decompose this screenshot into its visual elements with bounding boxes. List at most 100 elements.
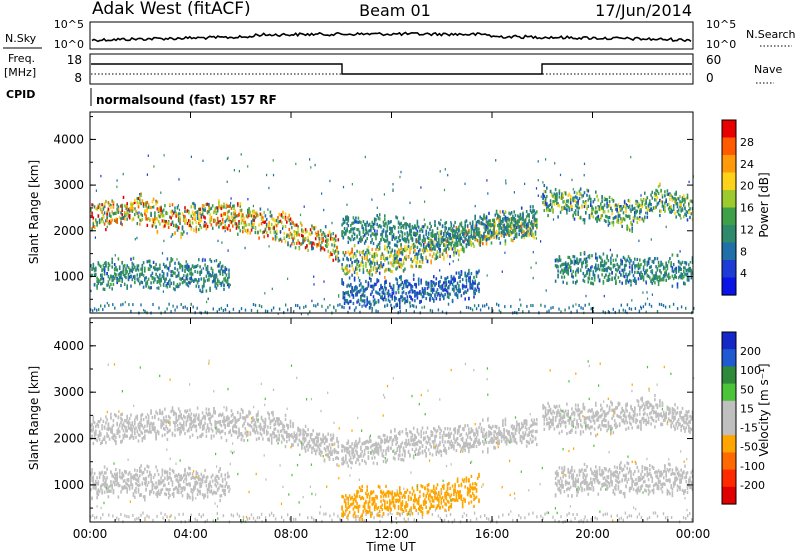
cell <box>576 309 578 313</box>
cell <box>228 310 231 314</box>
cell <box>611 221 613 225</box>
cell <box>436 288 439 292</box>
cell <box>110 221 112 225</box>
cell <box>645 310 647 313</box>
cell <box>174 271 176 275</box>
cell <box>655 274 657 278</box>
cell <box>206 271 209 275</box>
cell <box>615 268 617 272</box>
cell <box>319 244 322 248</box>
cell <box>112 278 115 282</box>
cell <box>453 277 455 281</box>
cell <box>482 222 484 226</box>
cell <box>650 269 652 274</box>
cell <box>655 188 657 192</box>
cell <box>456 232 459 236</box>
cell <box>426 248 429 252</box>
cell <box>120 217 122 221</box>
cell <box>680 203 682 207</box>
cell <box>364 155 366 159</box>
cell <box>595 252 597 256</box>
cell <box>672 277 675 281</box>
cell <box>598 218 601 222</box>
cell <box>244 220 247 224</box>
cell <box>588 270 591 274</box>
cell <box>690 270 693 274</box>
cell <box>554 259 557 263</box>
cell <box>542 181 544 184</box>
cell <box>335 249 337 253</box>
cell <box>649 276 651 280</box>
cell <box>122 429 125 433</box>
cell <box>405 284 407 288</box>
cell <box>293 236 296 240</box>
cell <box>464 220 466 224</box>
cell <box>476 219 479 224</box>
cell <box>386 238 389 242</box>
cell <box>509 232 512 236</box>
cell <box>168 269 170 272</box>
cell <box>121 208 123 212</box>
cell <box>396 259 399 263</box>
cell <box>662 204 665 209</box>
cell <box>164 204 166 208</box>
cell <box>198 217 200 221</box>
cell <box>634 257 636 261</box>
cell <box>554 279 557 283</box>
cell <box>685 306 687 310</box>
cell <box>162 290 164 293</box>
cell <box>602 210 605 214</box>
cell <box>376 206 378 209</box>
cell <box>347 216 350 220</box>
cell <box>451 282 454 286</box>
cell <box>117 257 120 261</box>
cell <box>343 291 346 296</box>
cell <box>458 287 460 291</box>
cell <box>581 205 583 209</box>
cell <box>111 257 113 261</box>
cell <box>356 249 358 253</box>
cell <box>431 287 434 291</box>
cell <box>134 207 136 210</box>
cell <box>657 260 660 264</box>
cell <box>240 214 243 218</box>
colorbar-swatch <box>722 225 736 244</box>
cell <box>389 241 391 245</box>
cell <box>627 214 630 218</box>
cell <box>464 231 466 235</box>
cell <box>347 240 350 244</box>
cell <box>581 265 583 269</box>
cell <box>543 208 546 213</box>
cell <box>519 217 522 221</box>
cell <box>106 219 108 223</box>
cell <box>455 292 458 296</box>
cell <box>230 206 233 210</box>
beam-title: Beam 01 <box>359 1 431 20</box>
cell <box>385 268 387 272</box>
cell <box>259 207 262 211</box>
cell <box>421 256 424 260</box>
cell <box>520 206 523 210</box>
cell <box>105 421 107 425</box>
freq-trace <box>91 63 692 75</box>
cell <box>562 194 564 198</box>
cell <box>654 198 656 202</box>
cell <box>121 279 123 283</box>
cell <box>146 260 149 264</box>
cell <box>205 289 208 293</box>
cell <box>434 237 436 241</box>
cell <box>668 305 671 309</box>
cell <box>107 268 110 272</box>
cell <box>355 267 357 271</box>
cell <box>412 273 415 277</box>
cell <box>454 284 456 289</box>
cell <box>628 204 631 208</box>
cell <box>321 192 323 195</box>
cell <box>651 196 654 200</box>
cell <box>353 232 356 236</box>
cell <box>656 278 659 282</box>
cell <box>467 306 470 310</box>
cell <box>347 290 350 294</box>
cell <box>280 239 283 243</box>
cell <box>335 238 337 242</box>
